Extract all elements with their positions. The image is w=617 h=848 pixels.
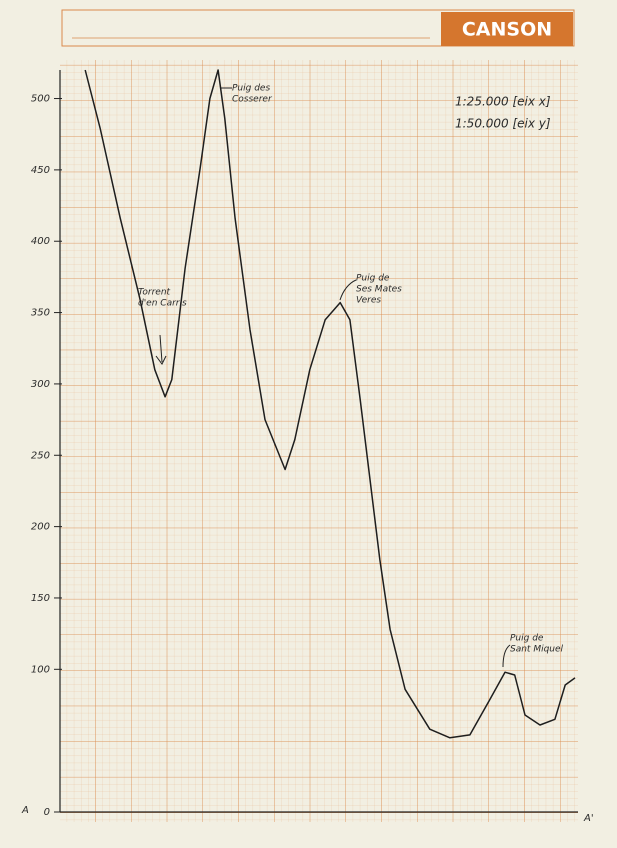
brand-box [441,12,573,46]
y-tick-label: 500 [31,94,50,105]
annotation: Torrent [138,288,171,298]
profile-line [84,69,576,739]
major-grid [60,60,578,822]
y-tick-label: 400 [31,236,50,247]
scale-note: 1:25.000 [eix x] [455,95,551,109]
y-tick-label: 200 [31,522,50,533]
y-tick-label: 250 [31,450,50,461]
arrow [159,334,163,363]
y-tick-label: 150 [31,593,50,604]
brand: CANSON [462,19,552,41]
annotation: Puig des [232,84,270,94]
annotation: d'en Carris [138,299,187,309]
leader [339,279,357,301]
y-tick-label: 300 [31,379,50,390]
leader [502,644,511,668]
annotation: Puig de [356,274,390,284]
y-tick-label: 100 [31,664,50,675]
header-box [61,9,575,47]
annotation: Ses Mates [356,285,402,295]
annotation: Veres [356,296,381,306]
y-tick-label: 0 [44,807,50,818]
end-label: A' [583,813,594,824]
start-label: A [21,805,29,816]
annotation: Puig de [510,634,544,644]
y-tick-label: 350 [31,308,50,319]
scale-note: 1:50.000 [eix y] [455,117,551,131]
annotation: Sant Miquel [510,645,564,655]
annotation: Cosserer [232,95,273,105]
y-tick-label: 450 [31,165,50,176]
arrow-head [155,355,167,365]
